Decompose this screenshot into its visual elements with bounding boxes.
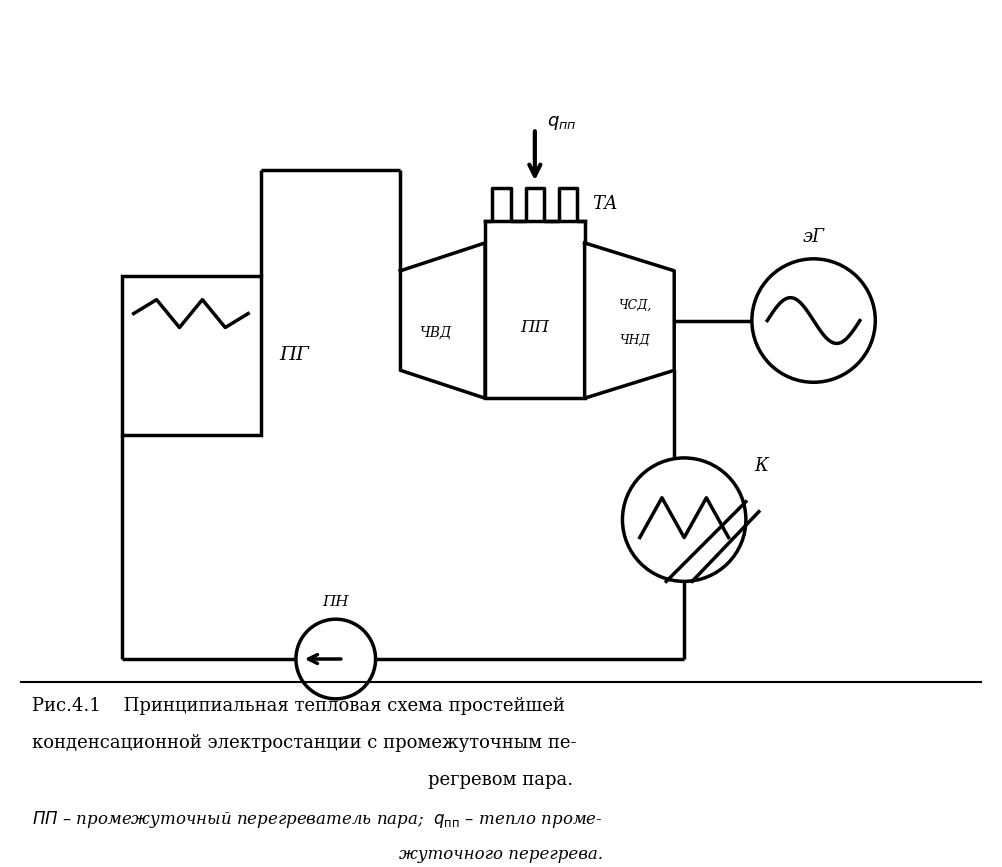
Circle shape: [752, 259, 876, 382]
Circle shape: [296, 619, 376, 699]
Text: эГ: эГ: [803, 228, 825, 246]
Text: жуточного перегрева.: жуточного перегрева.: [399, 846, 603, 864]
Text: ЧВД: ЧВД: [419, 325, 451, 340]
Text: ПП: ПП: [520, 319, 549, 336]
Text: ПН: ПН: [323, 596, 349, 610]
Text: $ПП$ – промежуточный перегреватель пара;  $q_{\rm пп}$ – тепло проме-: $ПП$ – промежуточный перегреватель пара;…: [32, 809, 603, 831]
Text: ПГ: ПГ: [279, 347, 309, 364]
Bar: [485, 221, 584, 398]
Text: $q_{пп}$: $q_{пп}$: [547, 114, 576, 133]
Text: ЧСД,: ЧСД,: [617, 299, 651, 312]
Text: конденсационной электростанции с промежуточным пе-: конденсационной электростанции с промежу…: [32, 733, 576, 752]
Circle shape: [622, 458, 745, 582]
Text: ЧНД: ЧНД: [619, 334, 649, 347]
Polygon shape: [584, 243, 674, 398]
Text: регревом пара.: регревом пара.: [429, 771, 573, 788]
Bar: [121, 276, 262, 435]
Text: ТА: ТА: [592, 195, 618, 213]
Text: Рис.4.1    Принципиальная тепловая схема простейшей: Рис.4.1 Принципиальная тепловая схема пр…: [32, 697, 565, 715]
Text: К: К: [754, 457, 768, 475]
Polygon shape: [401, 243, 485, 398]
